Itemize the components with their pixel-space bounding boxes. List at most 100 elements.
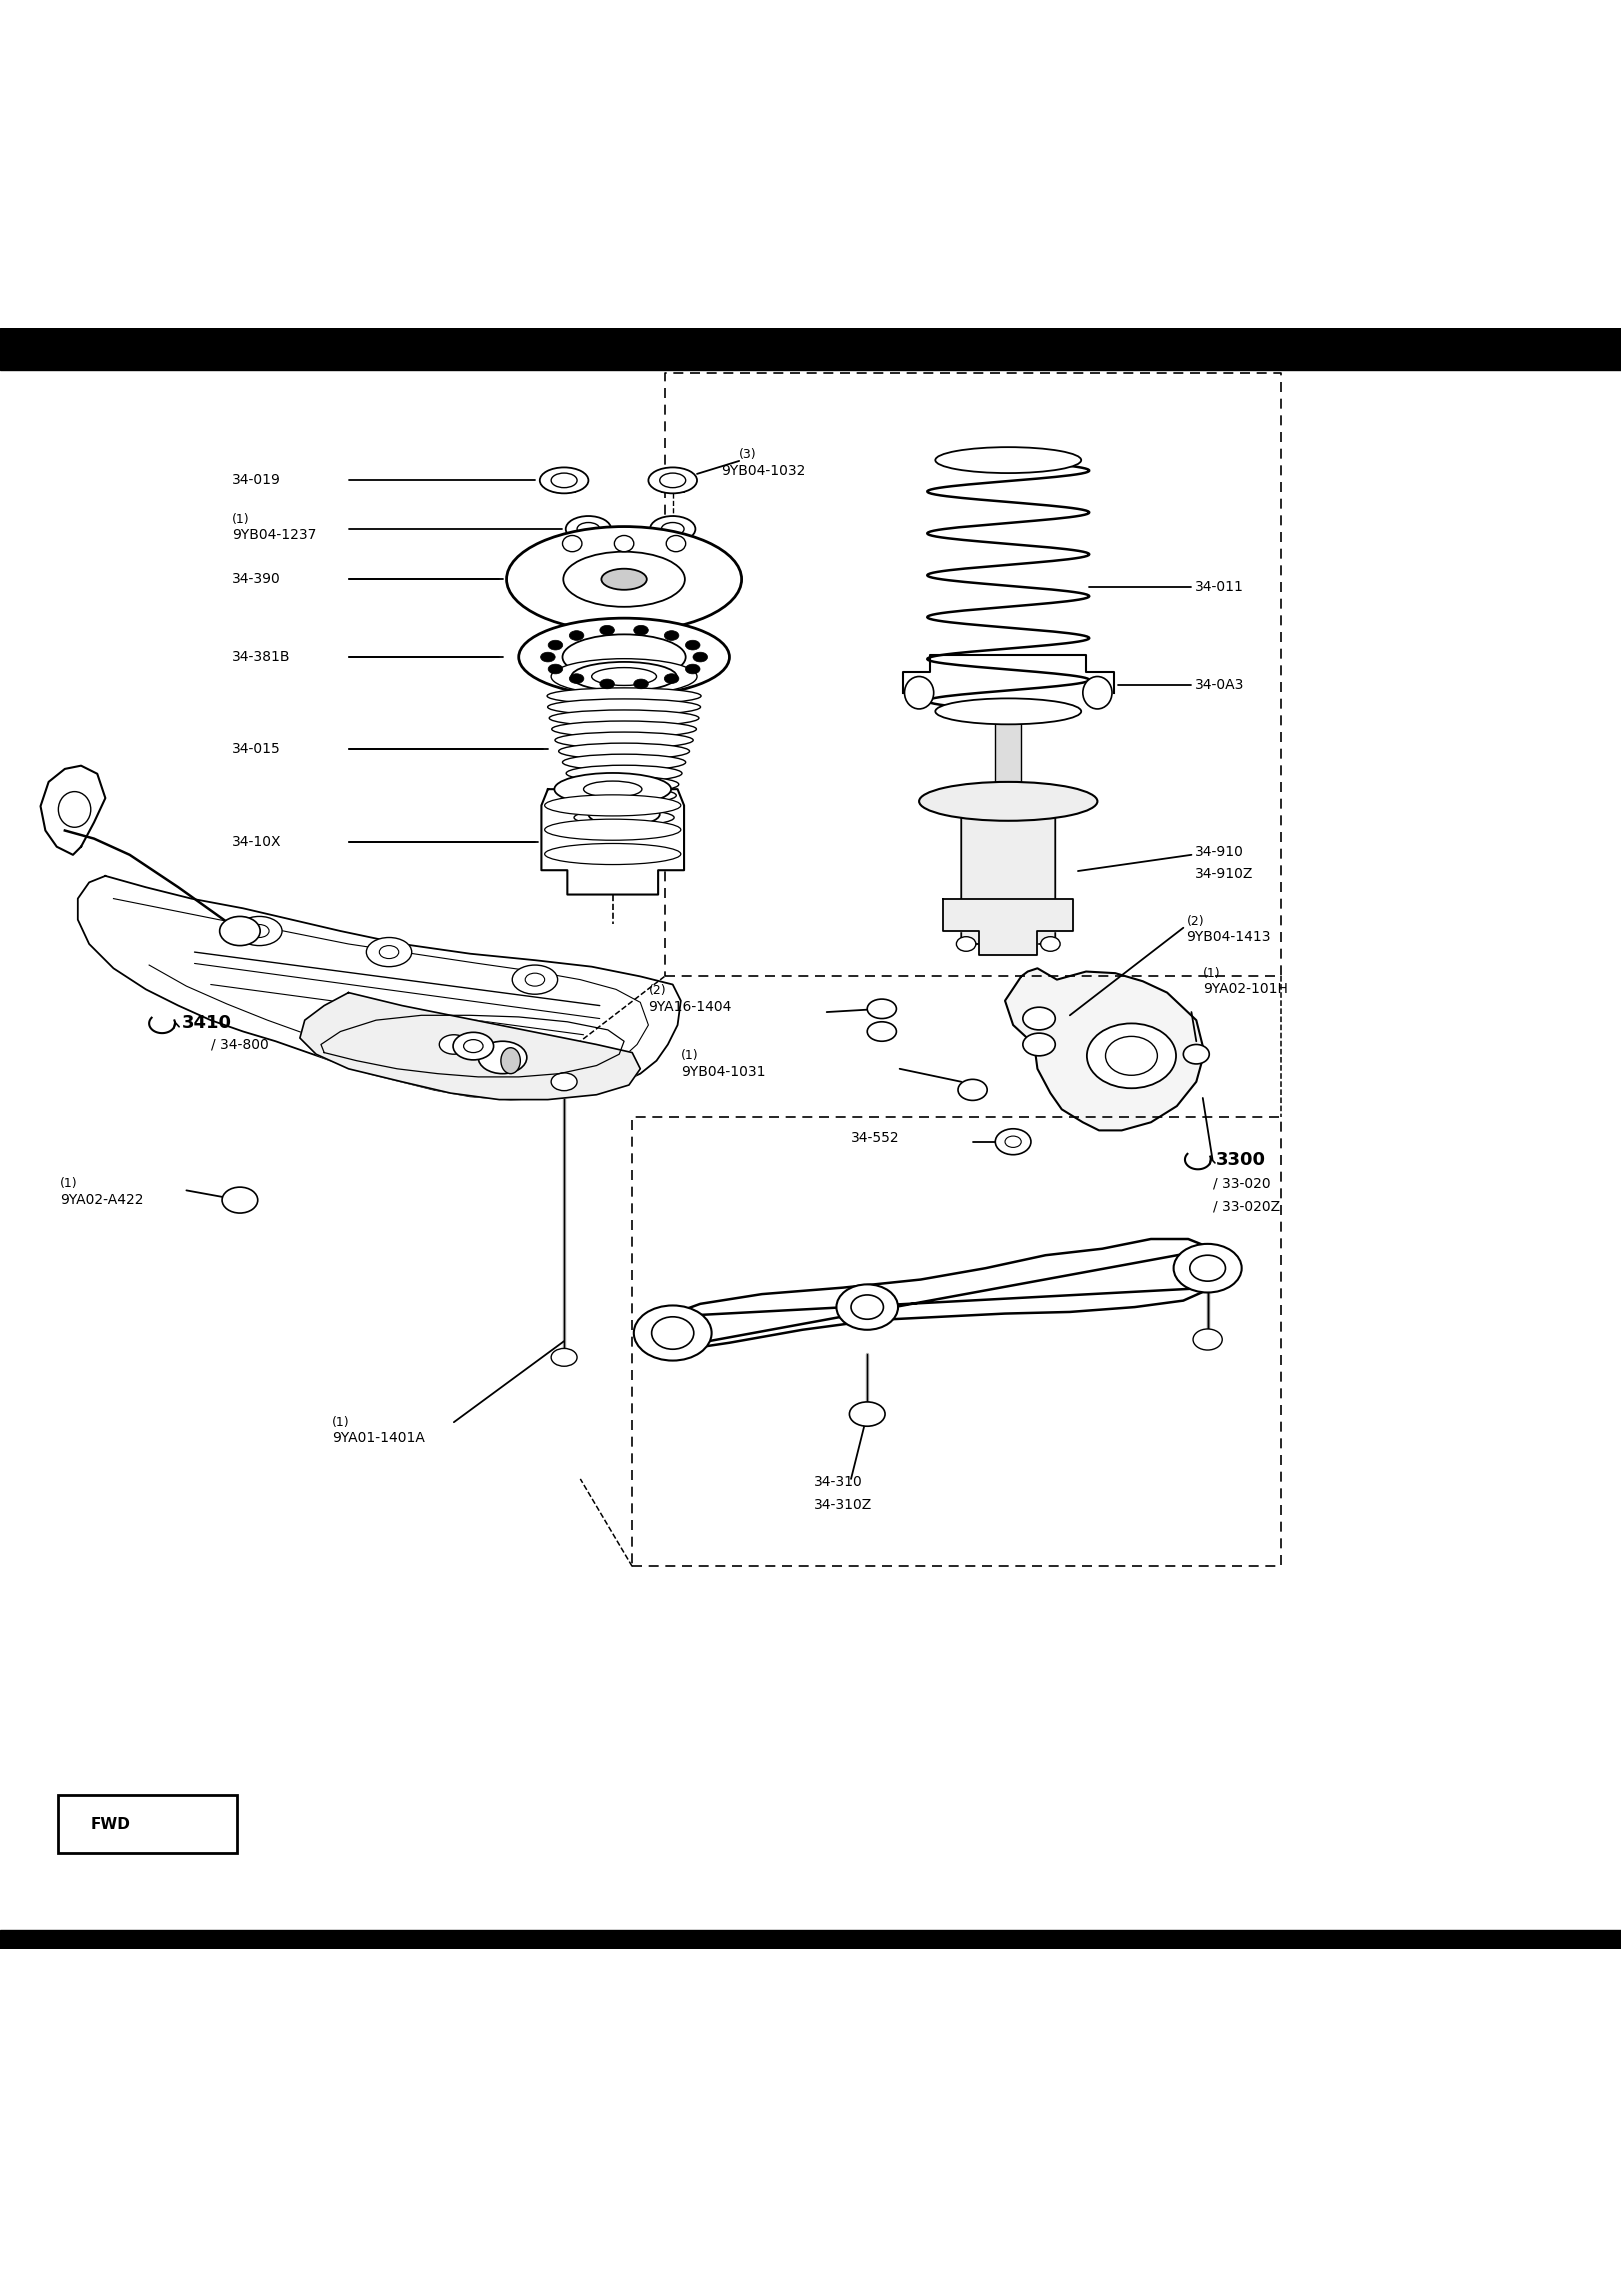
Ellipse shape <box>478 1041 527 1075</box>
Ellipse shape <box>366 938 412 968</box>
Text: (3): (3) <box>739 449 757 460</box>
Ellipse shape <box>849 1403 885 1425</box>
Text: 34-10X: 34-10X <box>232 836 282 849</box>
Ellipse shape <box>601 569 647 590</box>
Ellipse shape <box>935 699 1081 724</box>
Ellipse shape <box>665 631 679 640</box>
Ellipse shape <box>219 915 259 945</box>
Bar <box>58 1794 237 1853</box>
Text: 9YB04-1032: 9YB04-1032 <box>721 465 806 478</box>
Text: 9YA01-1401A: 9YA01-1401A <box>332 1432 425 1446</box>
Text: (1): (1) <box>232 512 250 526</box>
Ellipse shape <box>550 710 699 726</box>
Ellipse shape <box>559 742 689 758</box>
Ellipse shape <box>634 679 648 688</box>
Text: (1): (1) <box>60 1177 78 1191</box>
Ellipse shape <box>600 626 614 635</box>
Text: (2): (2) <box>1187 915 1204 927</box>
Ellipse shape <box>905 676 934 708</box>
Ellipse shape <box>648 467 697 494</box>
Ellipse shape <box>572 788 676 804</box>
Ellipse shape <box>588 804 660 827</box>
Ellipse shape <box>666 535 686 551</box>
Ellipse shape <box>551 722 697 738</box>
Polygon shape <box>41 765 105 854</box>
Ellipse shape <box>512 965 558 995</box>
Ellipse shape <box>919 781 1097 820</box>
Ellipse shape <box>958 1079 987 1100</box>
Ellipse shape <box>237 915 282 945</box>
Text: 9YB04-1031: 9YB04-1031 <box>681 1066 765 1079</box>
Ellipse shape <box>1023 1006 1055 1029</box>
Ellipse shape <box>851 1296 883 1318</box>
Text: 3410: 3410 <box>182 1016 232 1031</box>
Ellipse shape <box>600 679 614 688</box>
Ellipse shape <box>571 663 678 692</box>
Ellipse shape <box>501 1047 520 1075</box>
Ellipse shape <box>379 945 399 959</box>
Text: (2): (2) <box>648 984 666 997</box>
Polygon shape <box>665 1239 1213 1350</box>
Ellipse shape <box>548 699 700 715</box>
Text: FWD: FWD <box>91 1817 131 1831</box>
Ellipse shape <box>1083 676 1112 708</box>
Text: 9YA02-A422: 9YA02-A422 <box>60 1193 144 1207</box>
Ellipse shape <box>660 474 686 487</box>
Text: 34-011: 34-011 <box>1195 581 1243 594</box>
Ellipse shape <box>867 1022 896 1041</box>
Ellipse shape <box>1041 936 1060 952</box>
Polygon shape <box>300 993 640 1100</box>
Ellipse shape <box>58 792 91 827</box>
Ellipse shape <box>1190 1255 1225 1282</box>
Ellipse shape <box>652 1316 694 1350</box>
Text: 9YA02-101H: 9YA02-101H <box>1203 981 1287 997</box>
Bar <box>0 328 1621 371</box>
Ellipse shape <box>506 526 741 633</box>
Text: 34-390: 34-390 <box>232 572 280 585</box>
Ellipse shape <box>574 799 674 815</box>
Ellipse shape <box>562 635 686 681</box>
Ellipse shape <box>686 665 700 674</box>
Ellipse shape <box>665 674 679 683</box>
Text: 9YA16-1404: 9YA16-1404 <box>648 1000 731 1013</box>
Ellipse shape <box>548 665 562 674</box>
Polygon shape <box>943 899 1073 956</box>
Ellipse shape <box>545 842 681 865</box>
Polygon shape <box>78 877 681 1100</box>
Ellipse shape <box>551 1072 577 1091</box>
Ellipse shape <box>1106 1036 1157 1075</box>
Ellipse shape <box>956 936 976 952</box>
Ellipse shape <box>650 517 695 542</box>
Ellipse shape <box>614 535 634 551</box>
Polygon shape <box>1005 968 1204 1129</box>
FancyBboxPatch shape <box>961 799 1055 945</box>
Ellipse shape <box>867 1000 896 1018</box>
Bar <box>995 708 1021 802</box>
Ellipse shape <box>584 781 642 797</box>
Text: 9YB04-1237: 9YB04-1237 <box>232 528 316 542</box>
Ellipse shape <box>554 733 694 749</box>
Ellipse shape <box>548 688 700 704</box>
Ellipse shape <box>1023 1034 1055 1057</box>
Ellipse shape <box>545 820 681 840</box>
Text: / 34-800: / 34-800 <box>211 1038 269 1052</box>
Ellipse shape <box>634 1305 712 1362</box>
Text: (1): (1) <box>681 1050 699 1063</box>
Ellipse shape <box>551 658 697 694</box>
Ellipse shape <box>569 674 584 683</box>
Ellipse shape <box>564 551 684 606</box>
Ellipse shape <box>439 1034 468 1054</box>
Ellipse shape <box>562 535 582 551</box>
Text: 34-910Z: 34-910Z <box>1195 868 1253 881</box>
Ellipse shape <box>548 640 562 649</box>
Text: 34-015: 34-015 <box>232 742 280 756</box>
Ellipse shape <box>1174 1243 1242 1293</box>
Ellipse shape <box>566 765 682 781</box>
Ellipse shape <box>634 626 648 635</box>
Polygon shape <box>541 790 684 895</box>
Ellipse shape <box>574 808 674 827</box>
Ellipse shape <box>222 1186 258 1214</box>
Ellipse shape <box>686 640 700 649</box>
Ellipse shape <box>836 1284 898 1330</box>
Ellipse shape <box>540 467 588 494</box>
